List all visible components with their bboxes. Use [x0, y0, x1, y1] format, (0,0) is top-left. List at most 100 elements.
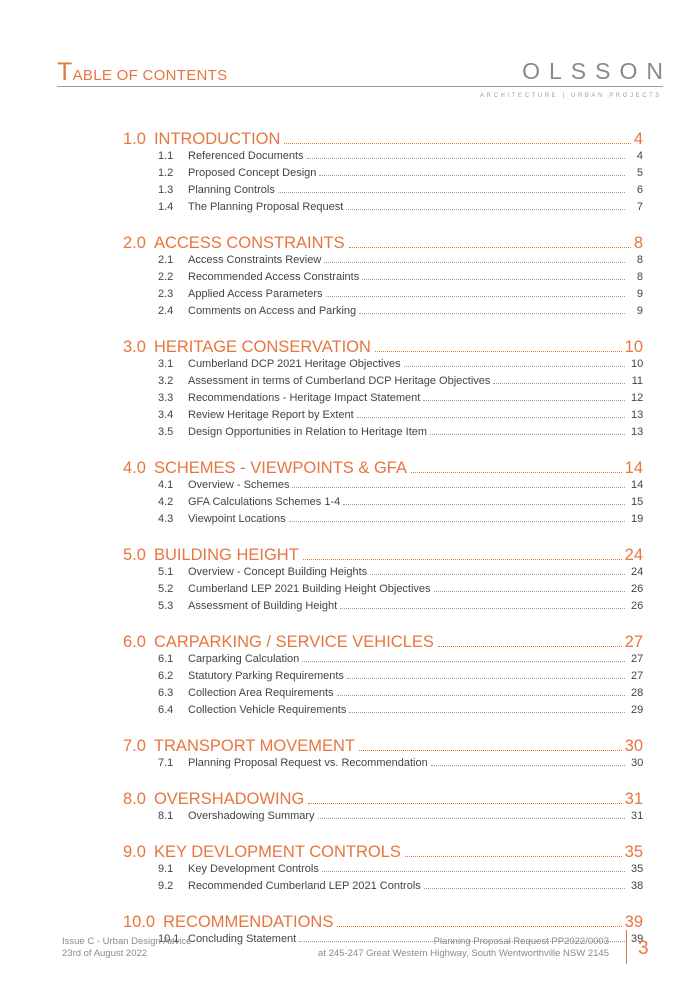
dot-leader: [319, 175, 625, 176]
toc-subsection[interactable]: 3.5 Design Opportunities in Relation to …: [158, 426, 643, 443]
toc-subsection[interactable]: 2.4 Comments on Access and Parking 9: [158, 305, 643, 322]
subsection-number: 6.4: [158, 704, 174, 716]
company-logo: OLSSON: [522, 58, 672, 84]
section-number: 5.0: [123, 546, 146, 564]
dot-leader: [356, 417, 625, 418]
subsection-number: 2.4: [158, 305, 174, 317]
toc-subsection[interactable]: 9.1 Key Development Controls 35: [158, 863, 643, 880]
toc-subsection[interactable]: 3.1 Cumberland DCP 2021 Heritage Objecti…: [158, 358, 643, 375]
dot-leader: [343, 504, 625, 505]
toc-subsection[interactable]: 2.1 Access Constraints Review 8: [158, 254, 643, 271]
toc-subsection[interactable]: 3.2 Assessment in terms of Cumberland DC…: [158, 375, 643, 392]
subsection-page: 9: [636, 305, 643, 317]
subsection-title: Overview - Schemes: [188, 479, 290, 491]
subsection-page: 8: [636, 271, 643, 283]
toc-subsection[interactable]: 7.1 Planning Proposal Request vs. Recomm…: [158, 757, 643, 774]
subsection-page: 27: [631, 670, 644, 682]
toc-section: 3.0 HERITAGE CONSERVATION 10 3.1 Cumberl…: [123, 338, 643, 443]
subsection-title: Design Opportunities in Relation to Heri…: [188, 426, 428, 438]
subsection-page: 7: [636, 201, 643, 213]
toc-section-heading[interactable]: 7.0 TRANSPORT MOVEMENT 30: [123, 737, 643, 757]
dot-leader: [306, 158, 625, 159]
toc-subsection[interactable]: 1.1 Referenced Documents 4: [158, 150, 643, 167]
toc-subsection[interactable]: 6.4 Collection Vehicle Requirements 29: [158, 704, 643, 721]
dot-leader: [359, 313, 625, 314]
subsection-page: 38: [631, 880, 644, 892]
subsection-title: Review Heritage Report by Extent: [188, 409, 354, 421]
toc-subsection[interactable]: 5.2 Cumberland LEP 2021 Building Height …: [158, 583, 643, 600]
toc-subsection[interactable]: 2.3 Applied Access Parameters 9: [158, 288, 643, 305]
section-number: 2.0: [123, 234, 146, 252]
subsection-title: Viewpoint Locations: [188, 513, 286, 525]
subsection-title: Assessment of Building Height: [188, 600, 338, 612]
toc-subsection[interactable]: 3.4 Review Heritage Report by Extent 13: [158, 409, 643, 426]
toc-subsection[interactable]: 9.2 Recommended Cumberland LEP 2021 Cont…: [158, 880, 643, 897]
subsection-title: Overshadowing Summary: [188, 810, 315, 822]
section-page: 30: [624, 737, 643, 755]
toc-subsection[interactable]: 4.1 Overview - Schemes 14: [158, 479, 643, 496]
toc-subsection[interactable]: 1.3 Planning Controls 6: [158, 184, 643, 201]
subsection-number: 4.2: [158, 496, 174, 508]
subsection-title: Cumberland DCP 2021 Heritage Objectives: [188, 358, 401, 370]
subsection-title: Assessment in terms of Cumberland DCP He…: [188, 375, 491, 387]
subsection-number: 5.2: [158, 583, 174, 595]
dot-leader: [302, 559, 622, 560]
toc-subsection[interactable]: 1.2 Proposed Concept Design 5: [158, 167, 643, 184]
page-title: TABLE OF CONTENTS: [57, 58, 228, 86]
toc-subsection[interactable]: 6.1 Carparking Calculation 27: [158, 653, 643, 670]
toc-subsection[interactable]: 3.3 Recommendations - Heritage Impact St…: [158, 392, 643, 409]
subsection-number: 3.5: [158, 426, 174, 438]
subsection-page: 39: [631, 933, 644, 945]
dot-leader: [410, 472, 622, 473]
subsection-number: 2.3: [158, 288, 174, 300]
toc-section-heading[interactable]: 4.0 SCHEMES - VIEWPOINTS & GFA 14: [123, 459, 643, 479]
subsection-page: 28: [631, 687, 644, 699]
toc-subsection[interactable]: 5.3 Assessment of Building Height 26: [158, 600, 643, 617]
dot-leader: [325, 296, 625, 297]
dot-leader: [302, 661, 625, 662]
section-title: RECOMMENDATIONS: [163, 913, 334, 931]
dot-leader: [430, 765, 625, 766]
subsection-page: 14: [631, 479, 644, 491]
toc-section-heading[interactable]: 9.0 KEY DEVLOPMENT CONTROLS 35: [123, 843, 643, 863]
dot-leader: [288, 521, 625, 522]
toc-subsection[interactable]: 10.1 Concluding Statement 39: [158, 933, 643, 950]
toc-section: 7.0 TRANSPORT MOVEMENT 30 7.1 Planning P…: [123, 737, 643, 774]
toc-section-heading[interactable]: 6.0 CARPARKING / SERVICE VEHICLES 27: [123, 633, 643, 653]
dot-leader: [299, 941, 625, 942]
subsection-title: Cumberland LEP 2021 Building Height Obje…: [188, 583, 431, 595]
subsection-title: Access Constraints Review: [188, 254, 322, 266]
toc-subsection[interactable]: 6.2 Statutory Parking Requirements 27: [158, 670, 643, 687]
toc-subsection[interactable]: 6.3 Collection Area Requirements 28: [158, 687, 643, 704]
toc-subsection[interactable]: 8.1 Overshadowing Summary 31: [158, 810, 643, 827]
toc-section-heading[interactable]: 3.0 HERITAGE CONSERVATION 10: [123, 338, 643, 358]
section-title: ACCESS CONSTRAINTS: [153, 234, 345, 252]
subsection-number: 3.4: [158, 409, 174, 421]
subsection-number: 7.1: [158, 757, 174, 769]
dot-leader: [284, 143, 631, 144]
section-page: 39: [624, 913, 643, 931]
subsection-page: 30: [631, 757, 644, 769]
subsection-title: Carparking Calculation: [188, 653, 300, 665]
toc-section-heading[interactable]: 5.0 BUILDING HEIGHT 24: [123, 546, 643, 566]
subsection-page: 5: [636, 167, 643, 179]
toc-section: 8.0 OVERSHADOWING 31 8.1 Overshadowing S…: [123, 790, 643, 827]
subsection-page: 13: [631, 409, 644, 421]
toc-section-heading[interactable]: 10.0 RECOMMENDATIONS 39: [123, 913, 643, 933]
dot-leader: [346, 209, 625, 210]
toc-subsection[interactable]: 1.4 The Planning Proposal Request 7: [158, 201, 643, 218]
toc-section-heading[interactable]: 8.0 OVERSHADOWING 31: [123, 790, 643, 810]
dot-leader: [346, 678, 625, 679]
toc-subsection[interactable]: 5.1 Overview - Concept Building Heights …: [158, 566, 643, 583]
toc-section-heading[interactable]: 1.0 INTRODUCTION 4: [123, 130, 643, 150]
page-header: TABLE OF CONTENTS OLSSON: [57, 58, 663, 87]
dot-leader: [292, 487, 625, 488]
toc-section-heading[interactable]: 2.0 ACCESS CONSTRAINTS 8: [123, 234, 643, 254]
toc-subsection[interactable]: 4.3 Viewpoint Locations 19: [158, 513, 643, 530]
subsection-title: Recommended Cumberland LEP 2021 Controls: [188, 880, 421, 892]
toc-subsection[interactable]: 4.2 GFA Calculations Schemes 1-4 15: [158, 496, 643, 513]
dot-leader: [430, 434, 625, 435]
toc-subsection[interactable]: 2.2 Recommended Access Constraints 8: [158, 271, 643, 288]
subsection-title: Applied Access Parameters: [188, 288, 323, 300]
subsection-title: Overview - Concept Building Heights: [188, 566, 368, 578]
